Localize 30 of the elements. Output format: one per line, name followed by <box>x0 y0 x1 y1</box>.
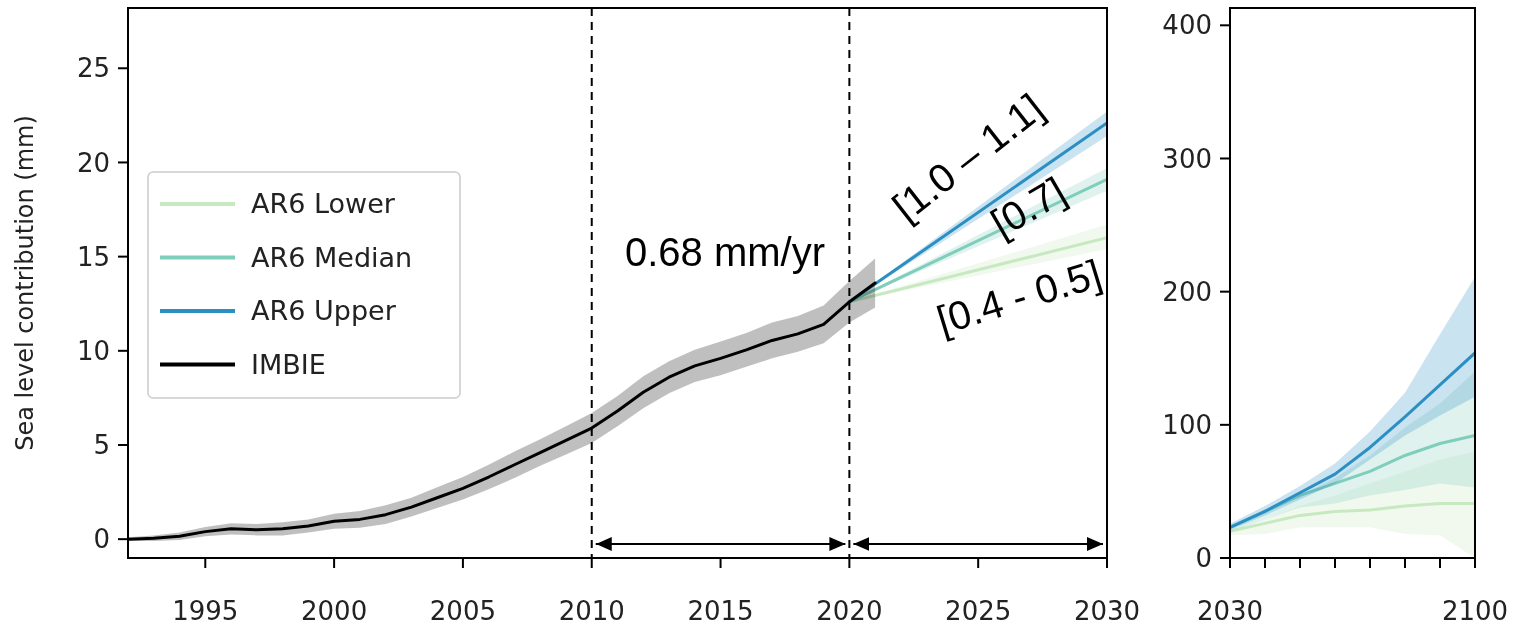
x-tick-label: 2100 <box>1441 596 1509 626</box>
legend-label: AR6 Lower <box>251 188 396 220</box>
y-tick-label: 20 <box>76 147 110 178</box>
x-tick-label: 2030 <box>1196 596 1264 626</box>
y-tick-label: 15 <box>76 241 110 272</box>
y-tick-label: 100 <box>1162 409 1212 440</box>
y-tick-label: 400 <box>1162 10 1212 41</box>
x-tick-label: 2005 <box>429 596 497 626</box>
line-series <box>1230 501 1475 533</box>
annotation: [0.7] <box>983 168 1073 246</box>
y-tick-label: 0 <box>1195 543 1212 574</box>
x-tick-label: 1995 <box>172 596 239 626</box>
y-tick-label: 25 <box>76 53 110 84</box>
legend-label: AR6 Median <box>251 241 413 273</box>
y-tick-label: 300 <box>1162 143 1212 174</box>
x-tick-label: 2025 <box>945 596 1012 626</box>
x-tick-label: 2030 <box>1073 596 1141 626</box>
y-tick-label: 5 <box>93 430 110 461</box>
legend-label: IMBIE <box>251 348 326 380</box>
annotation: [0.4 - 0.5] <box>931 250 1107 343</box>
x-tick-label: 2000 <box>301 596 368 626</box>
y-axis-title: Sea level contribution (mm) <box>11 115 39 451</box>
legend-label: AR6 Upper <box>251 295 397 327</box>
x-tick-label: 2010 <box>558 596 625 626</box>
annotation: 0.68 mm/yr <box>624 229 826 274</box>
x-tick-label: 2015 <box>687 596 754 626</box>
y-tick-label: 200 <box>1162 276 1212 307</box>
x-tick-label: 2020 <box>816 596 883 626</box>
y-tick-label: 10 <box>76 335 110 366</box>
y-tick-label: 0 <box>93 524 110 555</box>
